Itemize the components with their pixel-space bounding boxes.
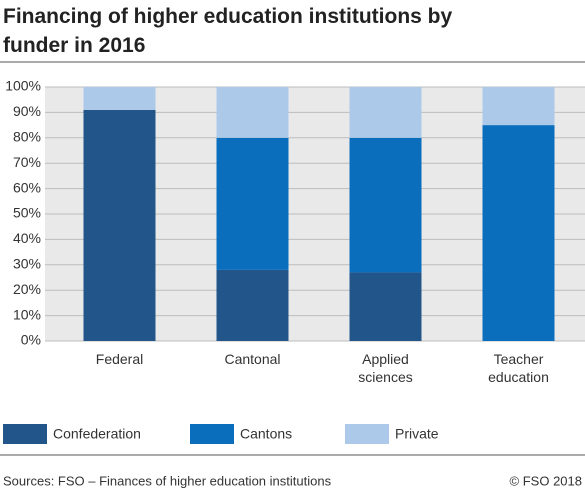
legend-swatch (3, 424, 47, 444)
legend-label: Private (395, 426, 439, 442)
x-tick-label: Teacher education (488, 351, 549, 385)
bar-segment (83, 87, 156, 110)
bar-segment (216, 269, 289, 341)
bar-segment (83, 109, 156, 341)
y-tick-label: 60% (13, 179, 41, 195)
legend-swatch (345, 424, 389, 444)
y-tick-label: 90% (13, 103, 41, 119)
copyright: © FSO 2018 (510, 473, 582, 488)
y-tick-label: 20% (13, 281, 41, 297)
bar-segment (349, 137, 422, 273)
y-tick-label: 40% (13, 230, 41, 246)
x-tick-label: Applied sciences (358, 351, 413, 385)
x-tick-label: Cantonal (224, 351, 281, 367)
x-tick-label: Federal (95, 351, 144, 367)
legend-swatch (190, 424, 234, 444)
y-tick-label: 10% (13, 306, 41, 322)
legend-label: Confederation (53, 426, 141, 442)
bar-segment (216, 87, 289, 138)
bar-segment (216, 137, 289, 270)
bar-segment (482, 87, 555, 126)
y-tick-label: 100% (5, 78, 41, 94)
bar-segment (349, 87, 422, 138)
y-tick-label: 70% (13, 154, 41, 170)
chart-title: Financing of higher education institutio… (3, 5, 453, 57)
legend-label: Cantons (240, 426, 292, 442)
bar-segment (482, 125, 555, 341)
y-tick-label: 30% (13, 256, 41, 272)
source: Sources: FSO – Finances of higher educat… (3, 473, 332, 488)
bar-segment (349, 272, 422, 341)
y-tick-label: 0% (21, 332, 41, 348)
y-tick-label: 50% (13, 205, 41, 221)
y-tick-label: 80% (13, 129, 41, 145)
